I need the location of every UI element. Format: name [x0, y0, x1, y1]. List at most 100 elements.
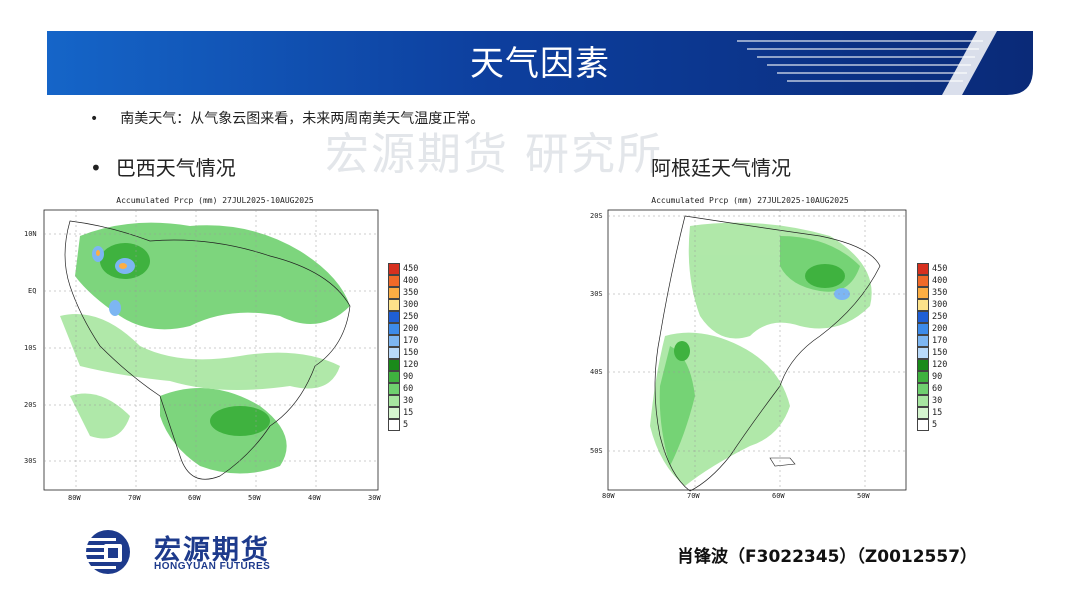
- legend-entry: 90: [917, 371, 969, 383]
- legend-entry: 450: [388, 263, 440, 275]
- legend-label: 15: [932, 408, 943, 418]
- legend-label: 60: [403, 384, 414, 394]
- legend-entry: 15: [917, 407, 969, 419]
- legend-swatch: [388, 323, 400, 335]
- legend-entry: 5: [388, 419, 440, 431]
- lon-label: 40W: [308, 494, 321, 502]
- legend-label: 150: [932, 348, 948, 358]
- legend-entry: 30: [388, 395, 440, 407]
- legend-label: 450: [403, 264, 419, 274]
- logo-emblem-icon: [74, 530, 130, 574]
- lon-label: 30W: [368, 494, 381, 502]
- argentina-legend: 450 400 350 300 250 200 170 150 120 90 60 30 15 5: [917, 263, 969, 431]
- legend-swatch: [917, 287, 929, 299]
- legend-entry: 170: [388, 335, 440, 347]
- legend-entry: 350: [917, 287, 969, 299]
- brazil-map-title: Accumulated Prcp (mm) 27JUL2025-10AUG202…: [116, 196, 314, 205]
- legend-label: 90: [932, 372, 943, 382]
- legend-swatch: [917, 419, 929, 431]
- summary-text: 南美天气：从气象云图来看，未来两周南美天气温度正常。: [120, 111, 485, 127]
- legend-label: 30: [932, 396, 943, 406]
- legend-swatch: [388, 371, 400, 383]
- legend-entry: 400: [917, 275, 969, 287]
- lat-label: 40S: [590, 368, 603, 376]
- lon-label: 80W: [68, 494, 81, 502]
- legend-swatch: [917, 299, 929, 311]
- legend-entry: 450: [917, 263, 969, 275]
- legend-entry: 5: [917, 419, 969, 431]
- legend-label: 250: [932, 312, 948, 322]
- legend-label: 450: [932, 264, 948, 274]
- legend-entry: 60: [917, 383, 969, 395]
- title-banner: 天气因素: [47, 31, 1033, 95]
- legend-label: 200: [932, 324, 948, 334]
- legend-swatch: [917, 323, 929, 335]
- lon-label: 60W: [188, 494, 201, 502]
- brazil-bullet: • 巴西天气情况: [90, 152, 236, 181]
- logo-text-en: HONGYUAN FUTURES: [154, 561, 271, 572]
- hongyuan-logo: 宏源期货 HONGYUAN FUTURES: [72, 528, 312, 576]
- legend-label: 250: [403, 312, 419, 322]
- legend-swatch: [917, 395, 929, 407]
- lon-label: 60W: [772, 492, 785, 500]
- banner-background: [47, 31, 1033, 95]
- legend-swatch: [388, 347, 400, 359]
- legend-swatch: [917, 275, 929, 287]
- legend-entry: 30: [917, 395, 969, 407]
- author-credit: 肖锋波（F3022345）（Z0012557）: [677, 547, 978, 567]
- legend-swatch: [917, 359, 929, 371]
- legend-entry: 90: [388, 371, 440, 383]
- lat-label: 20S: [590, 212, 603, 220]
- brazil-heading: 巴西天气情况: [115, 156, 236, 180]
- legend-entry: 120: [917, 359, 969, 371]
- legend-label: 350: [403, 288, 419, 298]
- legend-label: 350: [932, 288, 948, 298]
- legend-label: 170: [932, 336, 948, 346]
- argentina-precip-map: Accumulated Prcp (mm) 27JUL2025-10AUG202…: [590, 196, 910, 504]
- page-title: 天气因素: [470, 44, 610, 84]
- legend-label: 300: [403, 300, 419, 310]
- lon-label: 80W: [602, 492, 615, 500]
- legend-label: 150: [403, 348, 419, 358]
- bullet-dot: •: [90, 156, 102, 180]
- legend-swatch: [917, 407, 929, 419]
- legend-label: 60: [932, 384, 943, 394]
- legend-entry: 150: [917, 347, 969, 359]
- legend-swatch: [917, 263, 929, 275]
- legend-label: 5: [403, 420, 409, 430]
- legend-entry: 170: [917, 335, 969, 347]
- logo-text-cn: 宏源期货: [154, 535, 270, 566]
- legend-swatch: [388, 419, 400, 431]
- lat-label: 30S: [590, 290, 603, 298]
- legend-label: 120: [403, 360, 419, 370]
- legend-label: 300: [932, 300, 948, 310]
- legend-swatch: [917, 383, 929, 395]
- legend-swatch: [388, 299, 400, 311]
- legend-swatch: [388, 335, 400, 347]
- legend-swatch: [388, 311, 400, 323]
- legend-label: 170: [403, 336, 419, 346]
- lat-label: 10S: [24, 344, 37, 352]
- argentina-map-graphic: [607, 209, 907, 492]
- legend-label: 5: [932, 420, 938, 430]
- lon-label: 50W: [248, 494, 261, 502]
- legend-entry: 150: [388, 347, 440, 359]
- legend-label: 90: [403, 372, 414, 382]
- legend-label: 120: [932, 360, 948, 370]
- lat-label: EQ: [28, 287, 37, 295]
- legend-entry: 200: [917, 323, 969, 335]
- lat-label: 30S: [24, 457, 37, 465]
- legend-swatch: [388, 383, 400, 395]
- legend-entry: 250: [917, 311, 969, 323]
- legend-entry: 15: [388, 407, 440, 419]
- legend-label: 30: [403, 396, 414, 406]
- legend-label: 400: [403, 276, 419, 286]
- legend-swatch: [917, 335, 929, 347]
- lat-label: 10N: [24, 230, 37, 238]
- legend-swatch: [388, 263, 400, 275]
- legend-entry: 120: [388, 359, 440, 371]
- lat-label: 20S: [24, 401, 37, 409]
- brazil-legend: 450 400 350 300 250 200 170 150 120 90 60 30 15 5: [388, 263, 440, 431]
- legend-entry: 400: [388, 275, 440, 287]
- lon-label: 70W: [128, 494, 141, 502]
